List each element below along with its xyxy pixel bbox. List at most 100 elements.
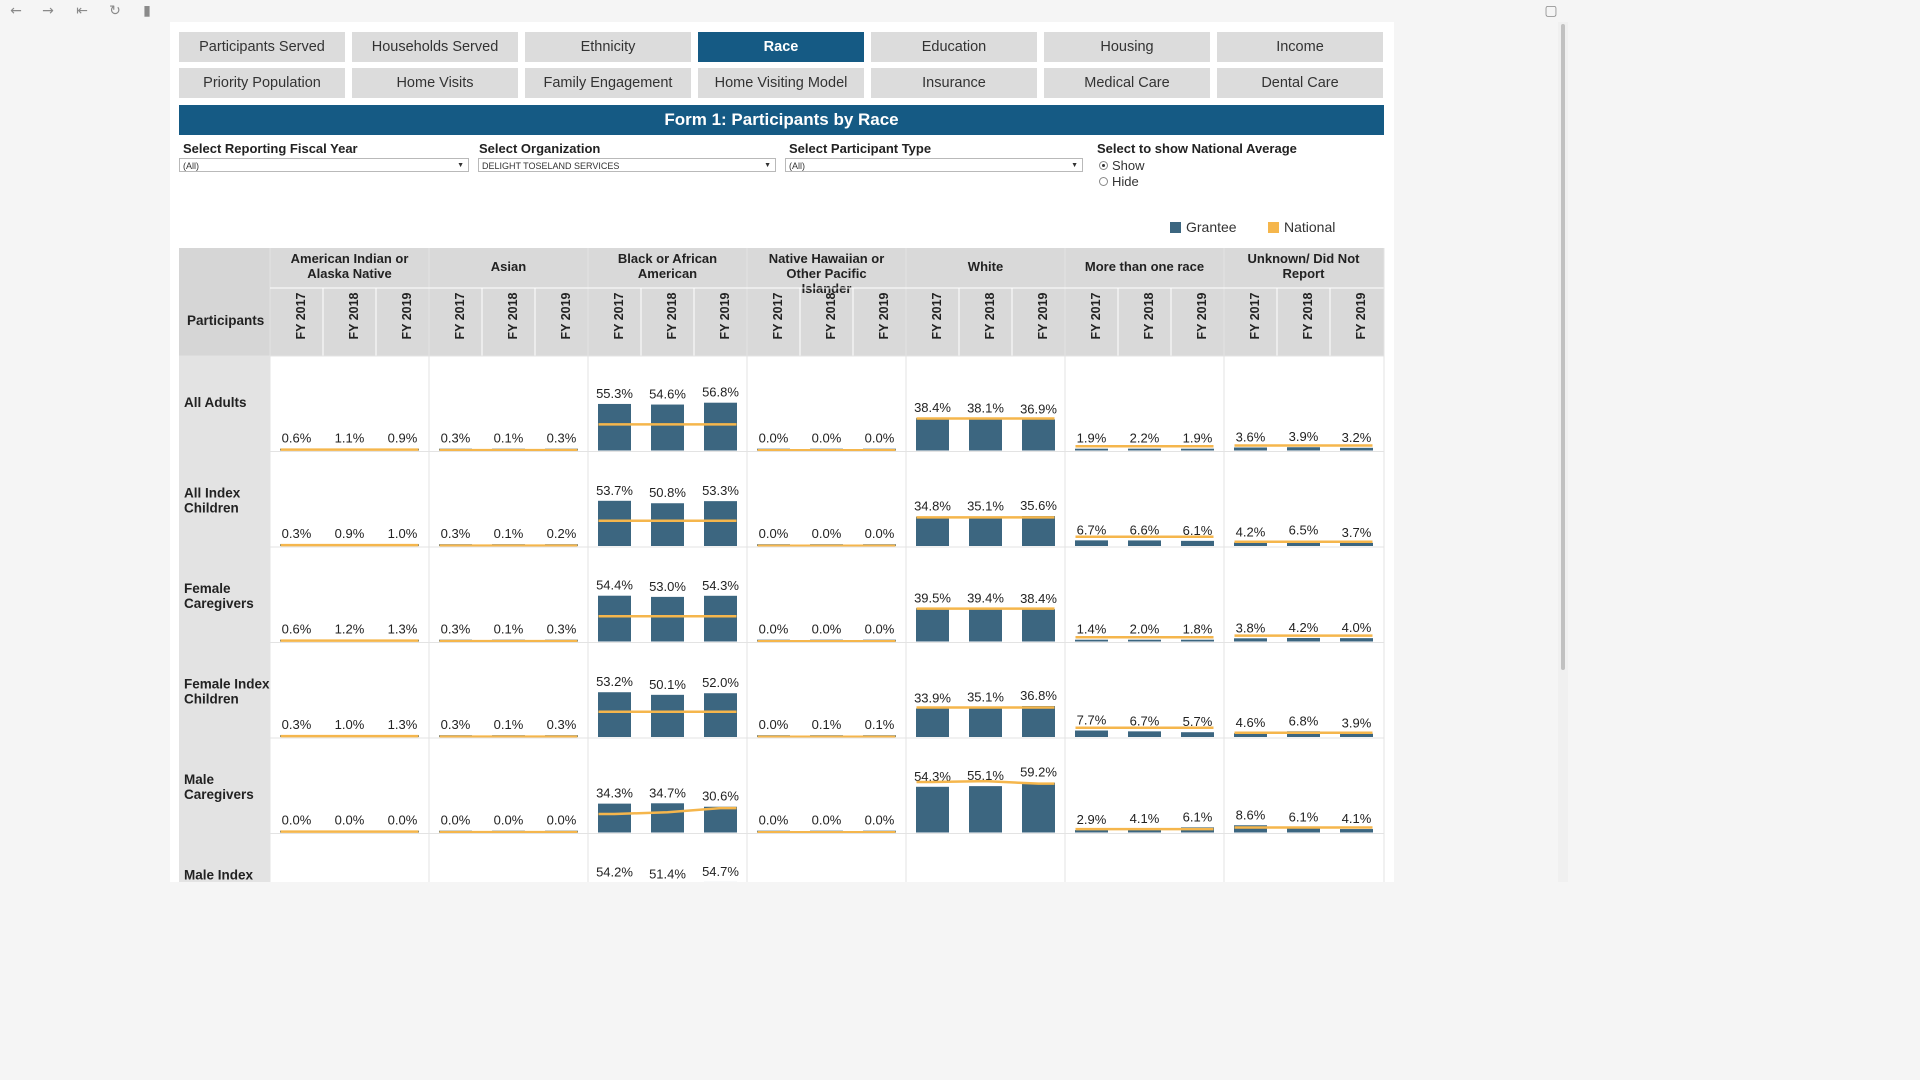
tab-family-engagement[interactable]: Family Engagement — [525, 68, 691, 98]
year-label: FY 2019 — [559, 292, 573, 339]
data-label: 0.2% — [547, 526, 577, 541]
tab-dental-care[interactable]: Dental Care — [1217, 68, 1383, 98]
grantee-bar — [916, 608, 949, 642]
grantee-bar — [1234, 825, 1267, 833]
grantee-bar — [1340, 733, 1373, 737]
tab-home-visits[interactable]: Home Visits — [352, 68, 518, 98]
fiscal-year-value: (All) — [183, 161, 199, 171]
grantee-bar — [1340, 638, 1373, 642]
year-label: FY 2019 — [1195, 292, 1209, 339]
undo-icon[interactable]: ← — [10, 3, 22, 19]
radio-hide[interactable]: Hide — [1099, 174, 1139, 189]
participant-type-select[interactable]: (All) ▼ — [785, 158, 1083, 172]
data-label: 1.4% — [1077, 622, 1107, 637]
category-header-more-than-one-race: More than one race — [1085, 259, 1204, 274]
category-header-native-hawaiian-or-other-pacific-islander: Other Pacific — [786, 266, 866, 281]
grantee-bar — [598, 500, 631, 546]
grantee-bar — [704, 402, 737, 451]
refresh-icon[interactable]: ↻ — [109, 3, 121, 19]
data-label: 3.7% — [1342, 525, 1372, 540]
data-label: 4.1% — [1342, 811, 1372, 826]
data-label: 0.1% — [494, 526, 524, 541]
tab-housing[interactable]: Housing — [1044, 32, 1210, 62]
year-label: FY 2019 — [1036, 292, 1050, 339]
data-label: 0.0% — [759, 622, 789, 637]
grantee-bar — [704, 501, 737, 546]
grantee-bar — [598, 692, 631, 737]
legend-grantee: Grantee — [1170, 219, 1237, 235]
data-label: 0.0% — [812, 431, 842, 446]
data-label: 0.0% — [335, 813, 365, 828]
data-label: 6.1% — [1183, 523, 1213, 538]
participant-type-value: (All) — [789, 161, 805, 171]
data-label: 1.8% — [1183, 622, 1213, 637]
data-label: 38.4% — [1020, 591, 1057, 606]
grantee-bar — [704, 693, 737, 737]
scrollbar-thumb[interactable] — [1561, 24, 1565, 670]
data-label: 0.9% — [335, 526, 365, 541]
tab-race[interactable]: Race — [698, 32, 864, 62]
tab-participants-served[interactable]: Participants Served — [179, 32, 345, 62]
tab-households-served[interactable]: Households Served — [352, 32, 518, 62]
organization-select[interactable]: DELIGHT TOSELAND SERVICES ▼ — [478, 158, 776, 172]
data-label: 1.3% — [388, 622, 418, 637]
data-label: 52.0% — [702, 675, 739, 690]
grantee-swatch — [1170, 221, 1181, 233]
row-label-cell — [179, 738, 270, 834]
tab-home-visiting-model[interactable]: Home Visiting Model — [698, 68, 864, 98]
grantee-bar — [969, 786, 1002, 833]
year-label: FY 2017 — [1248, 292, 1262, 339]
radio-show-dot[interactable] — [1099, 161, 1108, 170]
revert-icon[interactable]: ⇤ — [76, 3, 88, 19]
data-label: 0.3% — [441, 526, 471, 541]
data-label: 3.6% — [1236, 429, 1266, 444]
data-label: 53.0% — [649, 579, 686, 594]
year-label: FY 2017 — [930, 292, 944, 339]
tab-insurance[interactable]: Insurance — [871, 68, 1037, 98]
row-label-female-index-children: Female Index — [184, 677, 270, 692]
year-label: FY 2017 — [771, 292, 785, 339]
data-label: 4.6% — [1236, 715, 1266, 730]
radio-hide-dot[interactable] — [1099, 177, 1108, 186]
radio-show[interactable]: Show — [1099, 158, 1145, 173]
pause-icon[interactable]: ▮ — [143, 3, 151, 19]
redo-icon[interactable]: → — [42, 3, 54, 19]
grantee-bar — [1075, 448, 1108, 451]
grantee-bar — [1022, 706, 1055, 737]
category-header-black-or-african-american: Black or African — [618, 251, 717, 266]
data-label: 1.1% — [335, 431, 365, 446]
year-label: FY 2017 — [294, 292, 308, 339]
grantee-bar — [1340, 447, 1373, 451]
data-label: 54.6% — [649, 387, 686, 402]
fullscreen-icon[interactable]: ▢ — [1544, 3, 1558, 19]
grantee-bar — [1181, 540, 1214, 546]
tab-medical-care[interactable]: Medical Care — [1044, 68, 1210, 98]
data-label: 1.2% — [335, 622, 365, 637]
data-label: 53.3% — [702, 483, 739, 498]
row-header-background — [179, 248, 270, 356]
category-header-black-or-african-american: American — [638, 266, 697, 281]
fiscal-year-select[interactable]: (All) ▼ — [179, 158, 469, 172]
data-label: 5.7% — [1183, 714, 1213, 729]
data-label: 0.3% — [547, 717, 577, 732]
grantee-bar — [598, 803, 631, 833]
organization-value: DELIGHT TOSELAND SERVICES — [482, 161, 620, 171]
legend-national-label: National — [1284, 219, 1336, 235]
year-label: FY 2019 — [877, 292, 891, 339]
row-label-cell — [179, 642, 270, 738]
data-label: 36.8% — [1020, 688, 1057, 703]
data-label: 35.1% — [967, 689, 1004, 704]
year-label: FY 2018 — [1301, 292, 1315, 339]
tab-ethnicity[interactable]: Ethnicity — [525, 32, 691, 62]
data-label: 0.0% — [865, 431, 895, 446]
chevron-down-icon: ▼ — [1071, 162, 1078, 169]
tab-priority-population[interactable]: Priority Population — [179, 68, 345, 98]
grantee-bar — [704, 595, 737, 642]
tab-education[interactable]: Education — [871, 32, 1037, 62]
data-label: 6.7% — [1130, 713, 1160, 728]
row-label-female-index-children: Children — [184, 692, 239, 707]
tab-income[interactable]: Income — [1217, 32, 1383, 62]
data-label: 39.5% — [914, 590, 951, 605]
grantee-bar — [598, 403, 631, 451]
vertical-scrollbar[interactable] — [1558, 22, 1568, 882]
